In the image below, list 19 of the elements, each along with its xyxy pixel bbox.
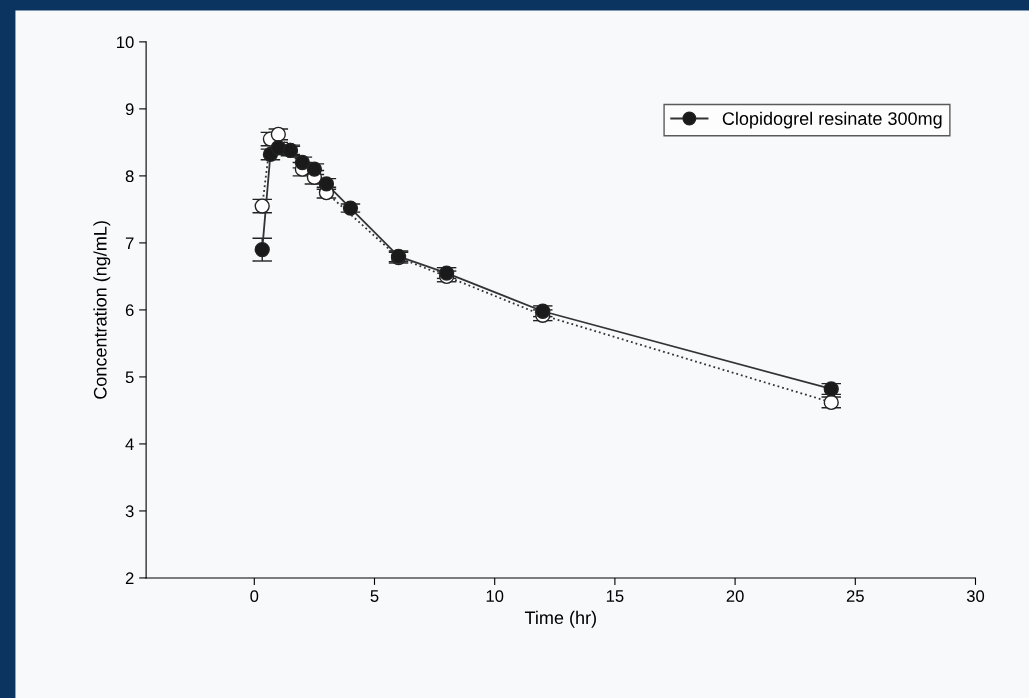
y-tick-label: 9 bbox=[125, 103, 134, 116]
x-tick-label: 10 bbox=[486, 590, 504, 602]
y-tick-label: 7 bbox=[125, 237, 134, 249]
y-tick-label: 6 bbox=[125, 304, 134, 317]
y-tick-label: 2 bbox=[125, 572, 134, 584]
x-axis-title: Time (hr) bbox=[524, 610, 596, 628]
y-tick-label: 5 bbox=[125, 371, 134, 384]
x-tick-label: 5 bbox=[370, 590, 379, 602]
y-axis-title: Concentration (ng/mL) bbox=[93, 221, 111, 399]
y-tick-label: 10 bbox=[117, 36, 134, 49]
y-tick-label: 3 bbox=[125, 505, 134, 518]
x-tick-label: 30 bbox=[966, 590, 985, 602]
x-tick-label: 25 bbox=[846, 590, 864, 602]
y-tick-label: 4 bbox=[125, 438, 134, 450]
y-tick-label: 8 bbox=[125, 170, 134, 183]
x-tick-label: 20 bbox=[726, 590, 744, 602]
x-tick-label: 15 bbox=[606, 590, 624, 602]
legend-label: Clopidogrel resinate 300mg bbox=[722, 111, 942, 129]
x-tick-label: 0 bbox=[250, 590, 259, 602]
